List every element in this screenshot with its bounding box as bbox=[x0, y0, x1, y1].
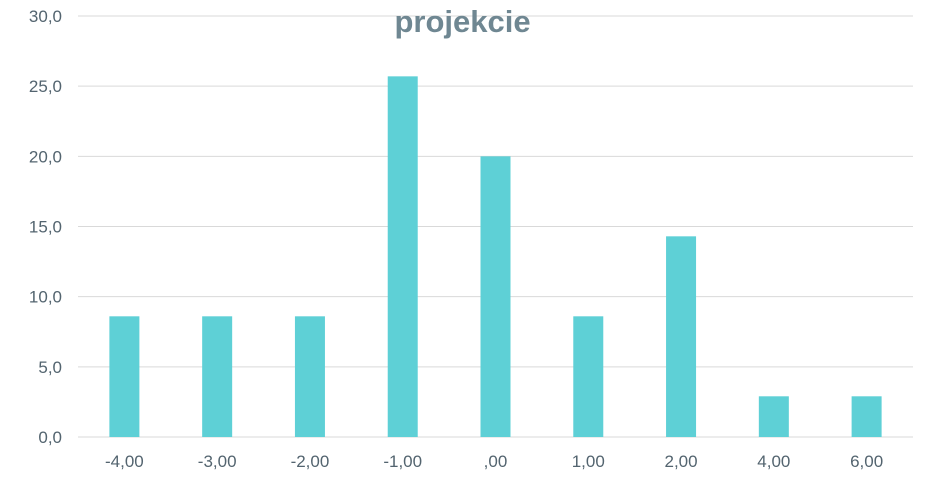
y-tick-label: 30,0 bbox=[29, 7, 62, 26]
bar bbox=[109, 316, 140, 437]
x-tick-label: 4,00 bbox=[757, 452, 790, 471]
x-tick-label: -3,00 bbox=[198, 452, 237, 471]
x-tick-label: 1,00 bbox=[572, 452, 605, 471]
y-tick-label: 5,0 bbox=[38, 358, 62, 377]
y-tick-label: 15,0 bbox=[29, 218, 62, 237]
bar bbox=[480, 156, 511, 438]
bar bbox=[573, 316, 604, 437]
bar bbox=[666, 236, 697, 437]
bar bbox=[294, 316, 325, 437]
y-tick-label: 0,0 bbox=[38, 428, 62, 447]
x-tick-label: -2,00 bbox=[291, 452, 330, 471]
y-tick-label: 25,0 bbox=[29, 77, 62, 96]
y-tick-label: 20,0 bbox=[29, 147, 62, 166]
bar bbox=[851, 396, 882, 437]
bar bbox=[387, 76, 418, 438]
x-tick-label: -4,00 bbox=[105, 452, 144, 471]
x-tick-label: -1,00 bbox=[383, 452, 422, 471]
chart-title: projekcie bbox=[394, 4, 531, 39]
x-tick-label: 6,00 bbox=[850, 452, 883, 471]
x-tick-label: 2,00 bbox=[665, 452, 698, 471]
bar bbox=[202, 316, 233, 437]
x-tick-label: ,00 bbox=[484, 452, 508, 471]
y-tick-label: 10,0 bbox=[29, 288, 62, 307]
bar bbox=[758, 396, 789, 437]
